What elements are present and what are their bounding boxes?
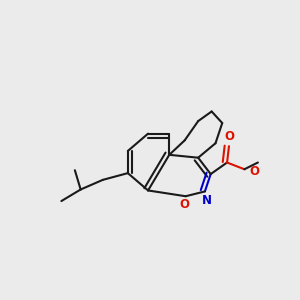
Text: O: O xyxy=(249,165,259,178)
Text: O: O xyxy=(180,198,190,212)
Text: O: O xyxy=(224,130,234,143)
Text: N: N xyxy=(202,194,212,207)
